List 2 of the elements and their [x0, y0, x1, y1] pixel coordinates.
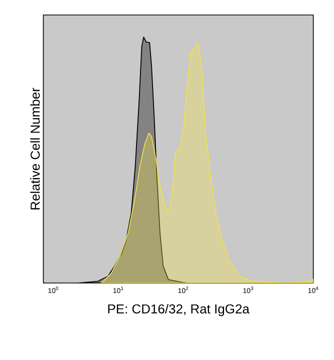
- x-axis-title: PE: CD16/32, Rat IgG2a: [108, 304, 250, 316]
- y-axis-title: Relative Cell Number: [30, 88, 40, 210]
